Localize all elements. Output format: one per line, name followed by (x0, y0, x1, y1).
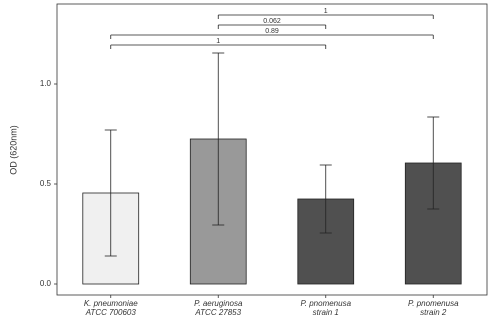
p-value-label: 0.89 (265, 28, 279, 35)
x-tick-label: ATCC 27853 (194, 308, 241, 317)
x-tick-label: ATCC 700603 (85, 308, 137, 317)
panel-border (56, 3, 488, 296)
p-value-label: 0.062 (263, 18, 281, 25)
y-tick-label: 0.0 (40, 279, 52, 288)
p-value-label: 1 (216, 38, 220, 45)
x-tick-label: K. pneumoniae (84, 299, 138, 308)
x-tick-label: P. aeruginosa (194, 299, 243, 308)
p-value-label: 1 (324, 8, 328, 15)
x-tick-label: strain 1 (313, 308, 339, 317)
y-tick-label: 0.5 (40, 179, 52, 188)
x-tick-label: P. pnomenusa (300, 299, 351, 308)
x-tick-label: P. pnomenusa (408, 299, 459, 308)
y-axis-label: OD (620nm) (8, 125, 18, 175)
x-tick-label: strain 2 (420, 308, 447, 317)
y-tick-label: 1.0 (40, 79, 52, 88)
